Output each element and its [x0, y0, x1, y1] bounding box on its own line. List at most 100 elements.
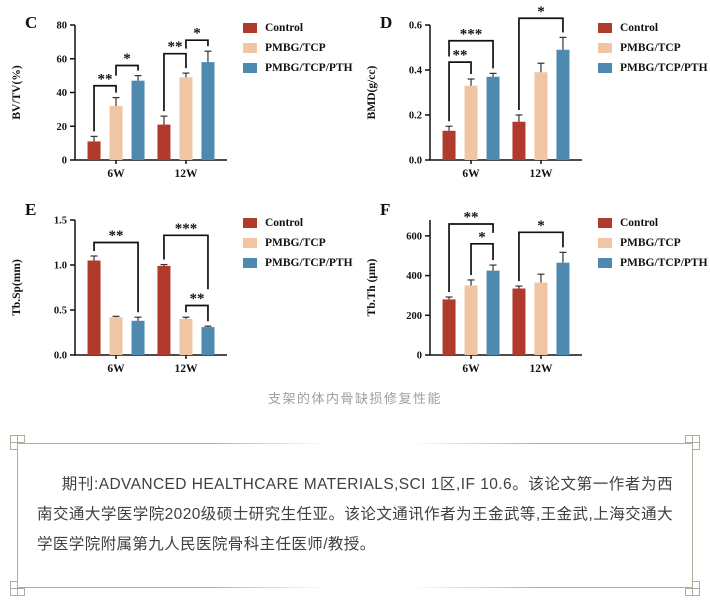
legend-item: Control — [243, 22, 353, 34]
bar-6W-PMBG/TCP — [109, 317, 123, 355]
chart-panel-e: E 0.0 0.5 1.0 1.5 Tb.Sp(mm) 6W 12W ** *** ** Cont… — [0, 195, 355, 390]
y-axis-label: BV/TV(%) — [11, 65, 23, 119]
significance-label: ** — [464, 209, 479, 225]
y-tick-label: 20 — [57, 122, 68, 133]
legend: Control PMBG/TCP PMBG/TCP/PTH — [243, 22, 353, 82]
y-tick-label: 0.4 — [409, 66, 423, 77]
y-tick-label: 0 — [417, 351, 422, 362]
y-tick-label: 0.0 — [54, 351, 67, 362]
y-tick-label: 0.2 — [409, 111, 422, 122]
bar-12W-Control — [157, 265, 171, 355]
legend-item: Control — [598, 22, 708, 34]
panel-letter: D — [380, 13, 393, 32]
bar-6W-PMBG/TCP/PTH — [131, 320, 145, 355]
bar-12W-PMBG/TCP — [179, 319, 193, 355]
significance-bracket — [163, 234, 209, 290]
legend-label: PMBG/TCP — [265, 237, 326, 249]
legend-swatch-icon — [598, 258, 612, 268]
legend-swatch-icon — [243, 23, 257, 33]
legend-swatch-icon — [598, 43, 612, 53]
bar-12W-PMBG/TCP/PTH — [556, 262, 570, 355]
bar-6W-Control — [87, 141, 101, 160]
legend-label: PMBG/TCP/PTH — [620, 257, 708, 269]
significance-label: ** — [109, 228, 124, 244]
legend-swatch-icon — [598, 63, 612, 73]
journal-info-text: 期刊:ADVANCED HEALTHCARE MATERIALS,SCI 1区,… — [37, 476, 673, 553]
significance-label: * — [123, 51, 131, 67]
y-tick-label: 40 — [57, 88, 68, 99]
y-tick-label: 0 — [62, 156, 67, 167]
bar-6W-Control — [442, 130, 456, 160]
y-tick-label: 0.6 — [409, 21, 422, 32]
legend-swatch-icon — [598, 23, 612, 33]
legend-swatch-icon — [243, 218, 257, 228]
legend-label: Control — [620, 22, 659, 34]
legend-label: PMBG/TCP — [620, 237, 681, 249]
y-tick-label: 80 — [57, 21, 68, 32]
significance-label: * — [478, 229, 486, 245]
legend-label: PMBG/TCP — [265, 42, 326, 54]
bar-6W-PMBG/TCP/PTH — [486, 76, 500, 160]
bar-12W-Control — [512, 288, 526, 355]
legend-swatch-icon — [598, 238, 612, 248]
legend-swatch-icon — [243, 238, 257, 248]
chart-panel-f: F 0 200 400 600 Tb.Th (μm) 6W 12W ** * * Control P… — [355, 195, 710, 390]
bar-12W-Control — [512, 121, 526, 160]
corner-ornament-icon — [677, 573, 701, 597]
y-tick-label: 60 — [57, 54, 68, 65]
legend: Control PMBG/TCP PMBG/TCP/PTH — [598, 217, 708, 277]
corner-ornament-icon — [9, 434, 33, 458]
significance-bracket — [518, 231, 564, 282]
bar-6W-PMBG/TCP/PTH — [131, 80, 145, 160]
y-tick-label: 1.0 — [54, 261, 67, 272]
legend-item: PMBG/TCP/PTH — [243, 62, 353, 74]
y-tick-label: 600 — [406, 231, 422, 242]
significance-label: *** — [460, 26, 483, 42]
bar-12W-Control — [157, 124, 171, 160]
legend-label: PMBG/TCP/PTH — [265, 257, 353, 269]
significance-bracket — [448, 61, 472, 122]
significance-label: *** — [175, 221, 198, 237]
legend-swatch-icon — [243, 63, 257, 73]
panel-letter: C — [25, 13, 38, 32]
legend-item: PMBG/TCP — [243, 237, 353, 249]
x-tick-label: 6W — [107, 168, 125, 180]
corner-ornament-icon — [9, 573, 33, 597]
significance-bracket — [185, 39, 209, 49]
significance-bracket — [448, 223, 494, 293]
bar-6W-Control — [87, 260, 101, 355]
significance-bracket — [448, 39, 494, 69]
x-tick-label: 12W — [174, 363, 198, 375]
bar-12W-PMBG/TCP/PTH — [201, 62, 215, 160]
significance-bracket — [185, 304, 209, 322]
significance-label: ** — [453, 48, 468, 64]
y-tick-label: 1.5 — [54, 216, 67, 227]
chart-panel-c: C 0 20 40 60 80 BV/TV(%) 6W 12W ** * ** * Control PM… — [0, 0, 355, 195]
legend-label: Control — [265, 217, 304, 229]
x-tick-label: 6W — [462, 363, 480, 375]
legend-item: PMBG/TCP — [243, 42, 353, 54]
significance-bracket — [93, 84, 117, 132]
significance-label: * — [537, 218, 545, 234]
bar-chart-svg: 0.00.51.01.5Tb.Sp(mm)6W 12W** ***** — [11, 216, 227, 375]
x-tick-label: 6W — [107, 363, 125, 375]
x-tick-label: 12W — [529, 168, 553, 180]
legend-label: Control — [265, 22, 304, 34]
legend: Control PMBG/TCP PMBG/TCP/PTH — [243, 217, 353, 277]
x-tick-label: 12W — [529, 363, 553, 375]
legend-label: PMBG/TCP — [620, 42, 681, 54]
journal-info-box: 期刊:ADVANCED HEALTHCARE MATERIALS,SCI 1区,… — [10, 435, 700, 596]
significance-bracket — [518, 17, 564, 110]
significance-label: ** — [189, 291, 204, 307]
legend-item: PMBG/TCP — [598, 42, 708, 54]
figure-caption: 支架的体内骨缺损修复性能 — [267, 391, 442, 406]
chart-panel-d: D 0.0 0.2 0.4 0.6 BMD(g/cc) 6W 12W ** *** * Contr… — [355, 0, 710, 195]
significance-bracket — [163, 52, 187, 112]
significance-label: * — [537, 4, 545, 20]
legend-label: Control — [620, 217, 659, 229]
y-tick-label: 200 — [406, 311, 422, 322]
significance-label: ** — [98, 71, 113, 87]
x-tick-label: 6W — [462, 168, 480, 180]
